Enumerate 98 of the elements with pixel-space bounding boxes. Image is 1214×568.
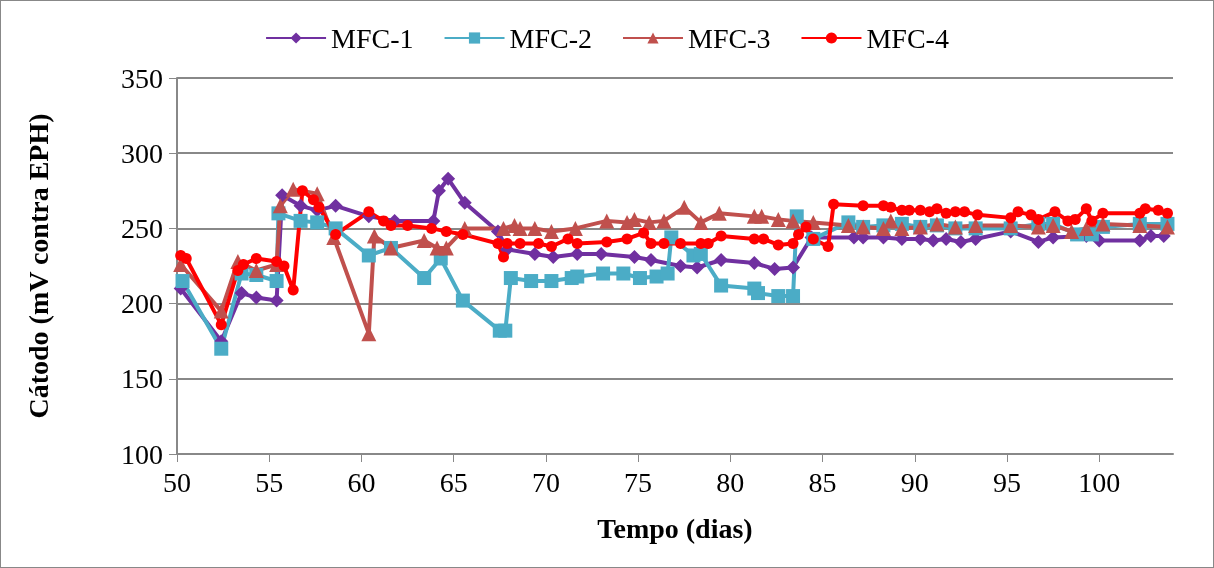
- point: [771, 289, 786, 304]
- x-tick-label: 100: [1078, 466, 1121, 498]
- x-axis-title: Tempo (dias): [597, 512, 753, 544]
- point: [417, 271, 432, 286]
- point: [1143, 228, 1158, 243]
- x-tick-label: 55: [255, 466, 284, 498]
- point: [596, 266, 611, 281]
- point: [714, 278, 729, 293]
- point: [693, 246, 708, 261]
- point: [1078, 220, 1094, 236]
- point: [767, 262, 782, 277]
- point: [1031, 234, 1046, 249]
- point: [785, 213, 801, 229]
- point: [894, 220, 910, 236]
- point: [249, 290, 264, 305]
- point: [503, 271, 518, 286]
- y-tick-label: 150: [121, 363, 163, 395]
- point: [269, 293, 284, 308]
- point: [498, 323, 513, 338]
- point: [632, 271, 647, 286]
- point: [939, 231, 954, 246]
- point: [431, 183, 446, 198]
- point: [567, 220, 583, 236]
- y-tick-label: 200: [121, 288, 163, 320]
- point: [644, 252, 659, 267]
- point: [175, 274, 190, 289]
- point: [213, 303, 229, 319]
- y-tick-label: 350: [121, 62, 163, 94]
- point: [543, 223, 559, 239]
- point: [656, 213, 672, 229]
- y-tick-label: 300: [121, 137, 163, 169]
- point: [441, 171, 456, 186]
- point: [524, 274, 539, 289]
- point: [546, 249, 561, 264]
- point: [926, 233, 941, 248]
- point: [438, 240, 454, 256]
- point: [599, 213, 615, 229]
- point: [676, 199, 692, 215]
- point: [693, 214, 709, 230]
- point: [495, 220, 511, 236]
- point: [570, 269, 585, 284]
- point: [786, 260, 801, 275]
- point: [310, 215, 325, 230]
- point: [968, 217, 984, 233]
- point: [285, 181, 301, 197]
- point: [711, 205, 727, 221]
- legend-label: MFC-2: [509, 22, 592, 54]
- x-tick-label: 50: [163, 466, 191, 498]
- y-tick-label: 100: [121, 438, 163, 470]
- point: [275, 188, 290, 203]
- x-tick-label: 70: [531, 466, 560, 498]
- point: [883, 213, 899, 229]
- point: [673, 259, 688, 273]
- point: [512, 220, 528, 236]
- point: [455, 293, 470, 308]
- legend-label: MFC-4: [866, 22, 949, 54]
- point: [527, 246, 542, 261]
- point: [1132, 233, 1147, 248]
- point: [660, 266, 675, 281]
- point: [416, 232, 432, 248]
- point: [747, 255, 762, 270]
- point: [248, 263, 264, 279]
- point: [751, 286, 765, 301]
- point: [366, 228, 382, 244]
- x-tick-label: 60: [347, 466, 376, 498]
- point: [690, 260, 705, 275]
- point: [214, 341, 229, 356]
- point: [361, 248, 376, 263]
- point: [272, 198, 288, 214]
- point: [786, 289, 801, 304]
- point: [770, 211, 786, 227]
- point: [627, 249, 642, 264]
- point: [616, 266, 631, 281]
- y-tick-label: 250: [121, 212, 163, 244]
- point: [457, 195, 472, 210]
- point: [953, 234, 968, 249]
- point: [269, 274, 284, 289]
- legend-label: MFC-3: [688, 22, 771, 54]
- point: [328, 198, 343, 213]
- legend-label: MFC-1: [331, 22, 414, 54]
- x-tick-label: 80: [716, 466, 745, 498]
- x-tick-label: 90: [900, 466, 929, 498]
- point: [1064, 223, 1080, 239]
- x-tick-label: 85: [808, 466, 837, 498]
- point: [527, 220, 543, 236]
- point: [293, 213, 308, 228]
- x-tick-label: 95: [993, 466, 1021, 498]
- point: [714, 252, 729, 267]
- point: [293, 198, 308, 213]
- x-tick-label: 65: [439, 466, 468, 498]
- y-axis-title: Cátodo (mV contra EPH): [22, 113, 54, 419]
- point: [594, 246, 609, 261]
- point: [570, 246, 585, 261]
- x-tick-label: 75: [624, 466, 653, 498]
- point: [754, 208, 770, 224]
- point: [234, 286, 249, 301]
- point: [544, 274, 559, 289]
- point: [1159, 219, 1175, 235]
